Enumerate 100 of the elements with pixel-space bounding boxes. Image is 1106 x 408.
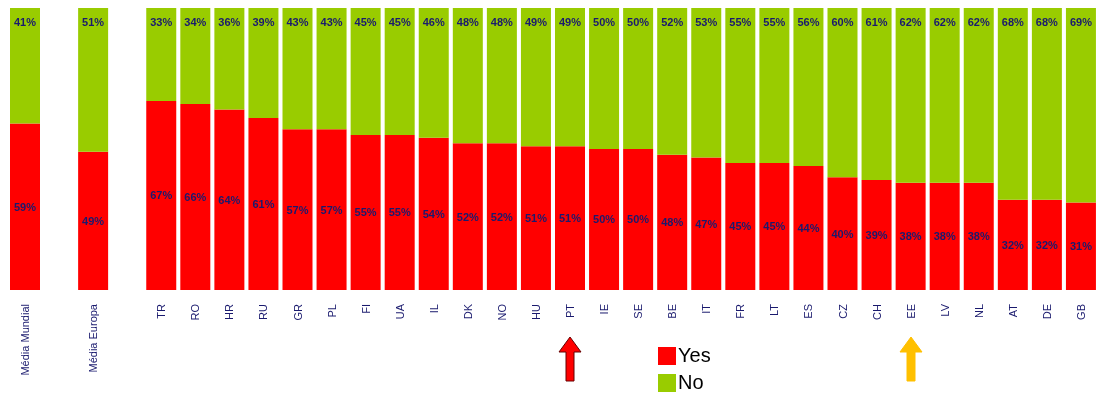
data-label: 46% bbox=[422, 15, 445, 28]
x-tick-label: DK bbox=[461, 303, 474, 320]
data-label: 49% bbox=[558, 15, 582, 28]
x-tick-label: Média Europa bbox=[87, 303, 100, 373]
data-label: 66% bbox=[184, 190, 207, 203]
bar bbox=[555, 146, 585, 290]
data-label: 57% bbox=[320, 203, 343, 216]
bar bbox=[248, 117, 279, 290]
bar bbox=[759, 163, 790, 290]
x-tick-label: CH bbox=[870, 303, 883, 320]
bar bbox=[589, 8, 620, 149]
data-label: 36% bbox=[218, 15, 241, 28]
x-tick-label: IE bbox=[598, 304, 611, 315]
bar bbox=[623, 149, 654, 290]
data-label: 44% bbox=[797, 221, 820, 234]
bar bbox=[691, 8, 722, 158]
data-label: 51% bbox=[524, 211, 548, 224]
x-tick-label: LV bbox=[938, 303, 951, 317]
bar bbox=[827, 8, 858, 178]
x-tick-label: FR bbox=[734, 303, 747, 319]
bar bbox=[10, 123, 40, 290]
data-label: 55% bbox=[388, 206, 411, 219]
bar bbox=[1031, 199, 1062, 290]
data-label: 45% bbox=[388, 15, 411, 28]
bar bbox=[146, 101, 177, 290]
data-label: 48% bbox=[456, 15, 480, 28]
data-label: 54% bbox=[422, 207, 445, 220]
data-label: 55% bbox=[354, 206, 377, 219]
x-tick-label: HU bbox=[529, 303, 542, 320]
bar bbox=[657, 8, 688, 155]
x-tick-label: DE bbox=[1040, 304, 1053, 320]
data-label: 52% bbox=[661, 15, 684, 28]
bar bbox=[520, 8, 551, 147]
bar bbox=[963, 182, 994, 290]
data-label: 50% bbox=[593, 15, 616, 28]
legend-label: No bbox=[678, 371, 704, 394]
data-label: 52% bbox=[456, 210, 480, 223]
bar bbox=[895, 182, 926, 290]
bar bbox=[418, 137, 449, 290]
data-label: 48% bbox=[490, 15, 514, 28]
x-tick-label: HR bbox=[223, 303, 236, 320]
x-tick-label: PL bbox=[325, 304, 338, 318]
data-label: 59% bbox=[13, 200, 37, 213]
bar bbox=[929, 182, 960, 290]
bar bbox=[963, 8, 994, 183]
data-label: 50% bbox=[627, 15, 650, 28]
data-label: 38% bbox=[899, 230, 922, 243]
bar bbox=[350, 8, 381, 135]
data-label: 60% bbox=[831, 15, 854, 28]
bar bbox=[452, 8, 483, 144]
bar bbox=[589, 149, 620, 290]
bar bbox=[316, 8, 347, 130]
bar bbox=[759, 8, 790, 164]
data-label: 45% bbox=[729, 220, 752, 233]
x-tick-label: GB bbox=[1074, 304, 1087, 320]
data-label: 32% bbox=[1035, 238, 1059, 251]
bar bbox=[895, 8, 926, 183]
data-label: 48% bbox=[661, 216, 684, 229]
bar bbox=[520, 146, 551, 290]
data-label: 69% bbox=[1069, 15, 1093, 28]
bar bbox=[793, 8, 824, 166]
bar bbox=[316, 129, 347, 290]
bar bbox=[725, 8, 756, 164]
bar bbox=[146, 8, 177, 102]
data-label: 41% bbox=[13, 15, 37, 28]
x-tick-label: ES bbox=[802, 304, 815, 319]
data-label: 61% bbox=[865, 15, 888, 28]
bar bbox=[1031, 8, 1062, 200]
x-tick-label: GR bbox=[291, 303, 304, 321]
bar bbox=[180, 103, 211, 290]
data-label: 43% bbox=[320, 15, 343, 28]
x-tick-label: EE bbox=[904, 304, 917, 319]
data-label: 68% bbox=[1035, 15, 1059, 28]
bar bbox=[486, 8, 517, 144]
bar bbox=[180, 8, 211, 104]
bar bbox=[691, 157, 722, 290]
data-label: 62% bbox=[933, 15, 956, 28]
x-tick-label: PT bbox=[564, 303, 577, 319]
data-label: 43% bbox=[286, 15, 309, 28]
data-label: 50% bbox=[627, 213, 650, 226]
bar bbox=[997, 8, 1028, 200]
data-label: 56% bbox=[797, 15, 820, 28]
x-tick-label: TR bbox=[155, 303, 168, 319]
data-label: 50% bbox=[593, 213, 616, 226]
bar bbox=[793, 165, 824, 290]
bar bbox=[827, 177, 858, 290]
data-label: 62% bbox=[899, 15, 922, 28]
data-label: 62% bbox=[967, 15, 990, 28]
data-label: 40% bbox=[831, 227, 854, 240]
bar bbox=[657, 154, 688, 290]
data-label: 55% bbox=[729, 15, 752, 28]
x-tick-label: AT bbox=[1006, 303, 1019, 318]
bar bbox=[78, 151, 109, 290]
bar bbox=[725, 163, 756, 290]
data-label: 45% bbox=[354, 15, 377, 28]
bar bbox=[623, 8, 654, 149]
data-label: 57% bbox=[286, 203, 309, 216]
bar bbox=[248, 8, 279, 118]
x-tick-label: Média Mundial bbox=[19, 304, 32, 376]
data-label: 51% bbox=[82, 15, 105, 28]
